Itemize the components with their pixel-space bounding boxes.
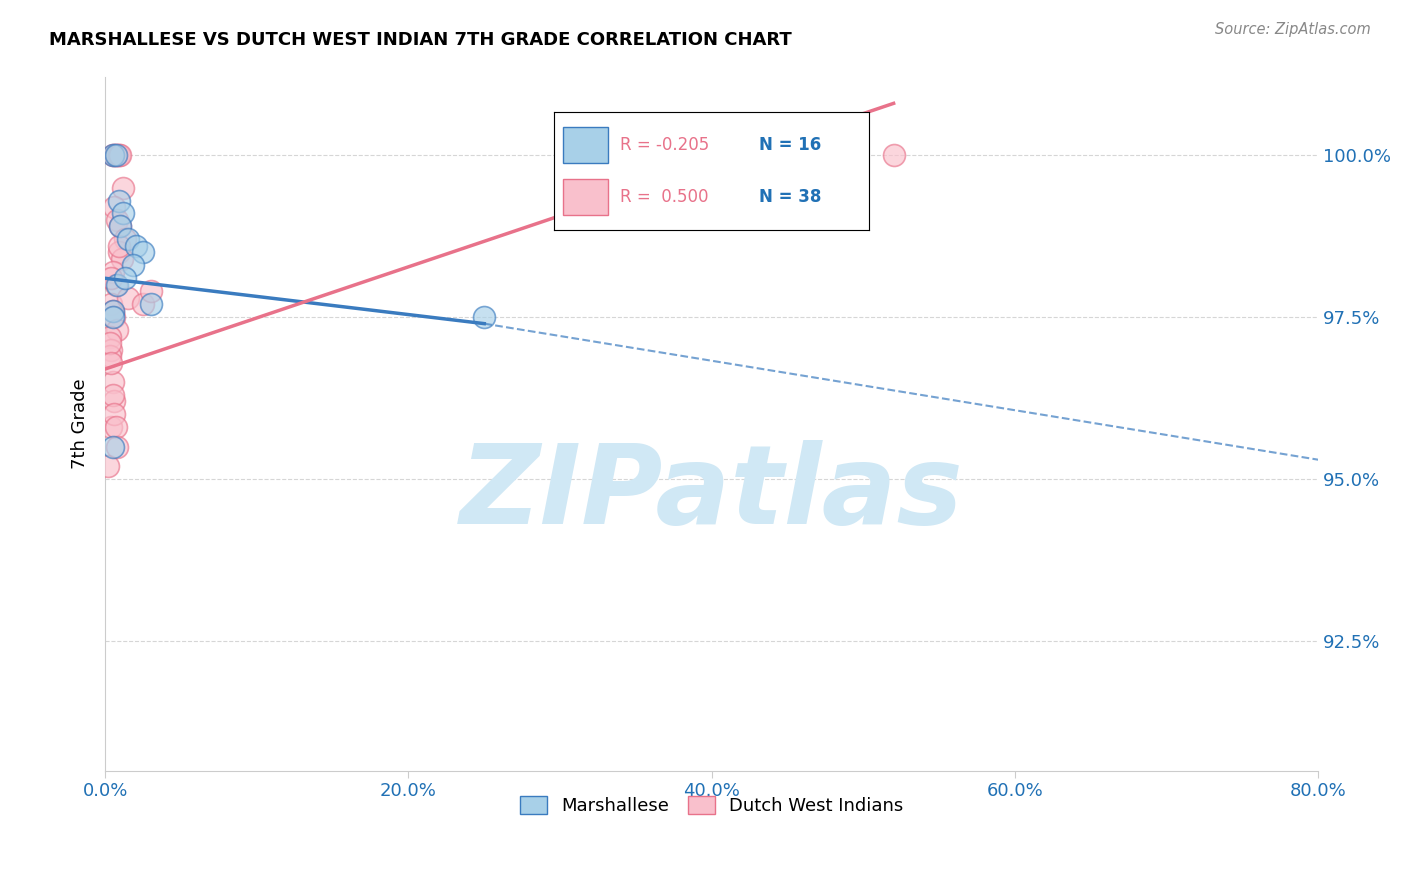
Point — [117, 291, 139, 305]
Point — [103, 394, 125, 409]
Point — [98, 329, 121, 343]
Point — [103, 200, 125, 214]
Point — [121, 258, 143, 272]
Point — [105, 277, 128, 292]
Point — [101, 303, 124, 318]
Point — [101, 148, 124, 162]
Point — [112, 206, 135, 220]
Point — [110, 148, 132, 162]
Point — [139, 285, 162, 299]
Point — [139, 297, 162, 311]
Point — [110, 219, 132, 234]
Point — [103, 310, 125, 325]
Point — [883, 148, 905, 162]
Point — [110, 219, 132, 234]
Point — [112, 180, 135, 194]
Point — [104, 277, 127, 292]
Point — [132, 245, 155, 260]
Point — [101, 440, 124, 454]
Point — [117, 232, 139, 246]
Text: MARSHALLESE VS DUTCH WEST INDIAN 7TH GRADE CORRELATION CHART: MARSHALLESE VS DUTCH WEST INDIAN 7TH GRA… — [49, 31, 792, 49]
Point — [114, 271, 136, 285]
Point — [98, 349, 121, 363]
Point — [100, 297, 122, 311]
Point — [105, 213, 128, 227]
Point — [104, 420, 127, 434]
Text: Source: ZipAtlas.com: Source: ZipAtlas.com — [1215, 22, 1371, 37]
Point — [104, 148, 127, 162]
Point — [105, 323, 128, 337]
Point — [111, 252, 134, 266]
Point — [108, 148, 131, 162]
Point — [101, 148, 124, 162]
Legend: Marshallese, Dutch West Indians: Marshallese, Dutch West Indians — [510, 787, 912, 824]
Point — [103, 148, 125, 162]
Point — [101, 375, 124, 389]
Point — [103, 408, 125, 422]
Point — [105, 440, 128, 454]
Point — [108, 245, 131, 260]
Point — [472, 310, 495, 325]
Point — [101, 388, 124, 402]
Point — [100, 271, 122, 285]
Text: ZIPatlas: ZIPatlas — [460, 440, 963, 547]
Point — [132, 297, 155, 311]
Point — [101, 265, 124, 279]
Point — [98, 336, 121, 351]
Point — [108, 239, 131, 253]
Y-axis label: 7th Grade: 7th Grade — [72, 379, 89, 469]
Point — [97, 459, 120, 474]
Point — [100, 420, 122, 434]
Point — [104, 148, 127, 162]
Point — [101, 303, 124, 318]
Point — [108, 194, 131, 208]
Point — [114, 232, 136, 246]
Point — [101, 310, 124, 325]
Point — [100, 355, 122, 369]
Point — [100, 343, 122, 357]
Point — [124, 239, 146, 253]
Point — [105, 148, 128, 162]
